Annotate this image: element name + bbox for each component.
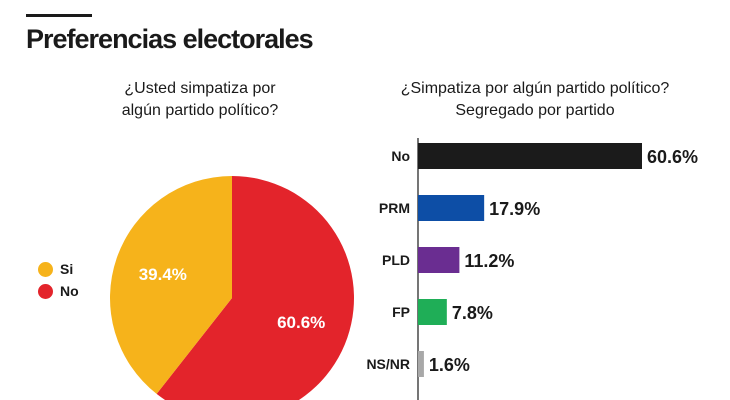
bar-category-pld: PLD bbox=[382, 252, 410, 268]
pie-slice-no-label: 60.6% bbox=[277, 313, 325, 332]
pie-slice-si-label: 39.4% bbox=[139, 265, 187, 284]
pie-question-line-2: algún partido político? bbox=[121, 102, 279, 119]
pie-slice-si bbox=[110, 176, 232, 394]
legend-swatch-si bbox=[38, 261, 53, 277]
bar-ns-nr bbox=[418, 351, 424, 377]
bar-category-prm: PRM bbox=[379, 200, 410, 216]
legend-label-no: No bbox=[60, 283, 79, 299]
bar-value-no: 60.6% bbox=[647, 147, 698, 167]
bar-fp bbox=[418, 299, 447, 325]
pie-slice-no bbox=[156, 176, 354, 400]
page-title: Preferencias electorales bbox=[26, 24, 314, 54]
bar-value-fp: 7.8% bbox=[452, 303, 493, 323]
bar-question-line-1: ¿Simpatiza por algún partido político? bbox=[400, 80, 670, 97]
bar-prm bbox=[418, 195, 485, 221]
bar-value-pld: 11.2% bbox=[464, 251, 514, 271]
legend-swatch-no bbox=[38, 283, 53, 299]
bar-category-no: No bbox=[391, 148, 410, 164]
legend-label-si: Si bbox=[60, 261, 74, 277]
pie-question-line-1: ¿Usted simpatiza por bbox=[124, 80, 276, 97]
bar-no bbox=[418, 143, 642, 169]
bar-value-ns-nr: 1.6% bbox=[429, 355, 470, 375]
legend-item-no: No bbox=[38, 280, 79, 302]
bar-question-line-2: Segregado por partido bbox=[455, 102, 615, 119]
bar-category-fp: FP bbox=[392, 304, 410, 320]
pie-legend: Si No bbox=[38, 258, 79, 302]
pie-question: ¿Usted simpatiza por algún partido polít… bbox=[80, 78, 320, 122]
bar-value-prm: 17.9% bbox=[489, 199, 540, 219]
bar-question: ¿Simpatiza por algún partido político? S… bbox=[360, 78, 710, 122]
title-rule bbox=[26, 14, 92, 17]
bar-category-ns-nr: NS/NR bbox=[366, 356, 410, 372]
bar-pld bbox=[418, 247, 460, 273]
legend-item-si: Si bbox=[38, 258, 79, 280]
